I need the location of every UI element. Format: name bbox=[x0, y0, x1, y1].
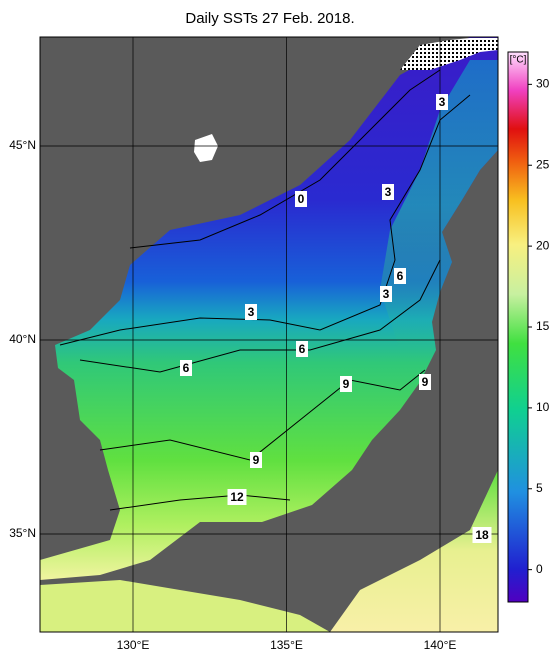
colorbar-unit: [°C] bbox=[510, 55, 527, 66]
colorbar-tick-label: 10 bbox=[536, 400, 550, 414]
map-frame bbox=[39, 36, 499, 633]
colorbar-tick-label: 25 bbox=[536, 157, 550, 171]
contour-label: 3 bbox=[385, 185, 392, 199]
contour-label: 9 bbox=[422, 375, 429, 389]
contour-label: 0 bbox=[298, 192, 305, 206]
lat-label: 35°N bbox=[9, 526, 36, 540]
contour-label-box bbox=[227, 489, 247, 505]
contour-0 bbox=[129, 69, 441, 249]
japan-sea bbox=[40, 37, 498, 580]
island bbox=[194, 134, 218, 162]
lat-label: 40°N bbox=[9, 332, 36, 346]
contour-label-box bbox=[295, 191, 307, 207]
contour-label-box bbox=[245, 304, 257, 320]
lon-label: 140°E bbox=[424, 638, 457, 652]
south-sea bbox=[40, 580, 330, 632]
lat-label: 45°N bbox=[9, 138, 36, 152]
contour-label: 9 bbox=[343, 377, 350, 391]
contour-label-box bbox=[380, 286, 392, 302]
contour-label-box bbox=[394, 268, 406, 284]
contour-label: 18 bbox=[475, 528, 489, 542]
map-area bbox=[40, 37, 498, 632]
contour-label: 9 bbox=[253, 453, 260, 467]
colorbar-tick-label: 5 bbox=[536, 481, 543, 495]
contour-label: 3 bbox=[439, 95, 446, 109]
contour-label-box bbox=[250, 452, 262, 468]
contour-label: 6 bbox=[397, 269, 404, 283]
colorbar-tick-label: 30 bbox=[536, 77, 550, 91]
eastern-warm-water bbox=[380, 60, 498, 350]
contour-label-box bbox=[382, 184, 394, 200]
contour-label: 6 bbox=[299, 342, 306, 356]
contour-label: 12 bbox=[230, 490, 244, 504]
contour-label-box bbox=[419, 374, 431, 390]
contour-9 bbox=[99, 369, 426, 461]
title: Daily SSTs 27 Feb. 2018. bbox=[185, 10, 354, 27]
lon-label: 130°E bbox=[117, 638, 150, 652]
colorbar-tick-label: 15 bbox=[536, 319, 550, 333]
contour-label: 6 bbox=[183, 361, 190, 375]
contour-3 bbox=[59, 94, 471, 346]
colorbar-tick-label: 0 bbox=[536, 562, 543, 576]
pacific bbox=[330, 470, 498, 632]
contour-12 bbox=[109, 494, 291, 511]
contour-label: 3 bbox=[383, 287, 390, 301]
colorbar-ticks: 0 5 10 15 20 25 30 bbox=[528, 77, 550, 576]
colorbar-tick-label: 20 bbox=[536, 238, 550, 252]
contour-label-box bbox=[180, 360, 192, 376]
contour-6 bbox=[79, 259, 441, 373]
colorbar bbox=[507, 51, 529, 603]
contour-label-box bbox=[436, 94, 448, 110]
contour-label-box bbox=[472, 527, 492, 543]
contour-label-box bbox=[296, 341, 308, 357]
contour-label-box bbox=[340, 376, 352, 392]
ice bbox=[400, 38, 498, 70]
graticule: 45°N 40°N 35°N 130°E 135°E 140°E bbox=[9, 37, 498, 652]
lon-label: 135°E bbox=[270, 638, 303, 652]
contour-label: 3 bbox=[248, 305, 255, 319]
